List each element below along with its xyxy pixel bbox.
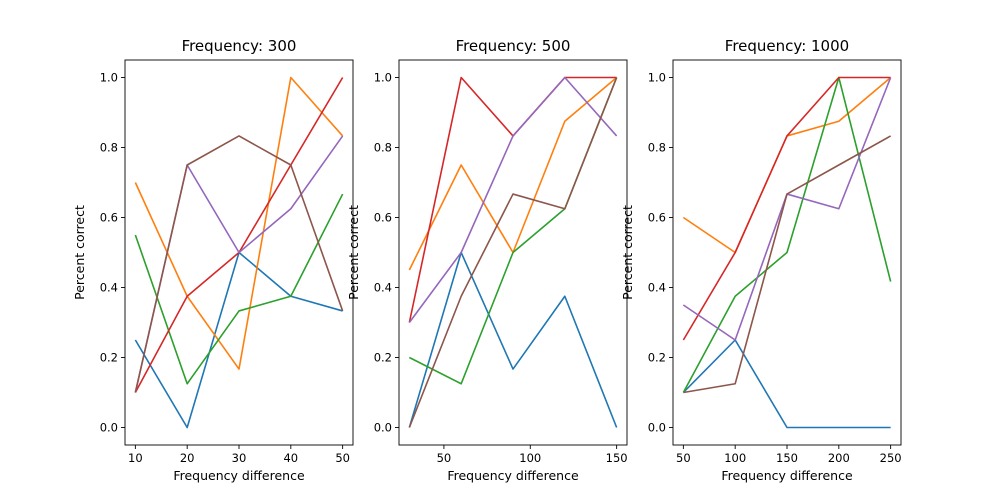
y-tick-label: 0.2 [374,351,392,365]
series-line-5 [134,135,344,393]
x-tick-label: 150 [776,451,798,465]
y-tick-label: 0.4 [648,281,666,295]
y-tick-label: 0.0 [374,421,392,435]
y-tick-label: 0.0 [100,421,118,435]
chart-title: Frequency: 500 [456,37,571,55]
series-line-1 [134,251,343,429]
series-line-5 [408,76,618,323]
series-line-6 [134,135,344,393]
series-line-6 [683,135,892,394]
x-tick-label: 30 [232,451,247,465]
y-tick-label: 0.6 [100,211,118,225]
y-tick-label: 0.8 [648,141,666,155]
series-line-5 [682,77,892,341]
series-line-2 [682,76,892,254]
series-line-3 [682,76,892,393]
series-line-1 [408,251,618,428]
y-axis-label: Percent correct [346,205,361,300]
x-tick-label: 40 [283,451,298,465]
chart-title: Frequency: 300 [182,37,297,55]
chart-panel-1: 10 20 30 40 50 0.0 0.2 0.4 0.6 0.8 1.0 Frequency: 3… [72,37,354,483]
y-tick-label: 0.2 [100,351,118,365]
series-line-4 [134,77,344,393]
series-line-2 [134,76,344,370]
series-line-3 [134,193,344,385]
chart-panel-3: 50 100 150 200 250 0.0 0.2 0.4 0.6 0.8 1.0 Frequenc… [620,37,902,483]
x-tick-label: 250 [880,451,902,465]
y-axis-label: Percent correct [72,205,87,300]
y-tick-label: 0.4 [100,281,118,295]
x-tick-label: 50 [676,451,691,465]
chart-panel-2: 50 100 150 0.0 0.2 0.4 0.6 0.8 1.0 Frequency: 500… [346,37,628,483]
y-tick-label: 0.0 [648,421,666,435]
x-tick-label: 10 [128,451,143,465]
y-tick-label: 0.2 [648,351,666,365]
y-tick-label: 1.0 [648,71,666,85]
x-axis-label: Frequency difference [173,468,305,483]
y-tick-label: 0.4 [374,281,392,295]
x-axis-label: Frequency difference [721,468,853,483]
x-tick-label: 50 [437,451,452,465]
axes-frame [398,59,628,446]
series-line-3 [408,77,618,385]
x-tick-label: 50 [335,451,350,465]
chart-title: Frequency: 1000 [725,37,849,55]
x-tick-label: 20 [180,451,195,465]
y-tick-label: 0.8 [100,141,118,155]
x-tick-label: 100 [724,451,746,465]
x-tick-label: 150 [606,451,628,465]
y-tick-label: 1.0 [100,71,118,85]
series-line-1 [682,339,891,429]
x-tick-label: 200 [828,451,850,465]
x-tick-label: 100 [519,451,541,465]
series-line-6 [408,77,618,428]
y-axis-label: Percent correct [620,205,635,300]
y-tick-label: 0.8 [374,141,392,155]
y-tick-label: 0.6 [648,211,666,225]
x-axis-label: Frequency difference [447,468,579,483]
y-tick-label: 0.6 [374,211,392,225]
y-tick-label: 1.0 [374,71,392,85]
series-line-4 [682,76,891,341]
series-line-4 [408,76,617,323]
